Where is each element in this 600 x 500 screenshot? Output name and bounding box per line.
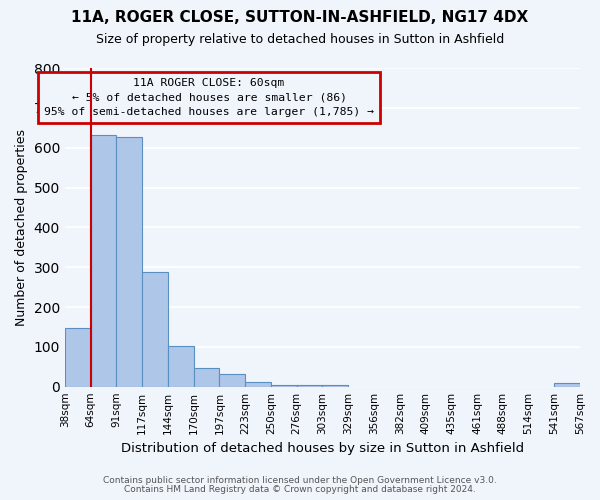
Bar [322, 385, 348, 386]
Text: Contains public sector information licensed under the Open Government Licence v3: Contains public sector information licen… [103, 476, 497, 485]
Bar [168, 346, 194, 387]
Bar [65, 328, 91, 386]
Bar [271, 384, 296, 386]
Text: 11A ROGER CLOSE: 60sqm
← 5% of detached houses are smaller (86)
95% of semi-deta: 11A ROGER CLOSE: 60sqm ← 5% of detached … [44, 78, 374, 117]
Bar [142, 272, 168, 386]
Text: Size of property relative to detached houses in Sutton in Ashfield: Size of property relative to detached ho… [96, 32, 504, 46]
Bar [245, 382, 271, 386]
Text: 11A, ROGER CLOSE, SUTTON-IN-ASHFIELD, NG17 4DX: 11A, ROGER CLOSE, SUTTON-IN-ASHFIELD, NG… [71, 10, 529, 25]
Y-axis label: Number of detached properties: Number of detached properties [15, 129, 28, 326]
Bar [91, 135, 116, 386]
X-axis label: Distribution of detached houses by size in Sutton in Ashfield: Distribution of detached houses by size … [121, 442, 524, 455]
Text: Contains HM Land Registry data © Crown copyright and database right 2024.: Contains HM Land Registry data © Crown c… [124, 485, 476, 494]
Bar [116, 136, 142, 386]
Bar [194, 368, 220, 386]
Bar [220, 374, 245, 386]
Bar [296, 384, 322, 386]
Bar [554, 384, 580, 386]
